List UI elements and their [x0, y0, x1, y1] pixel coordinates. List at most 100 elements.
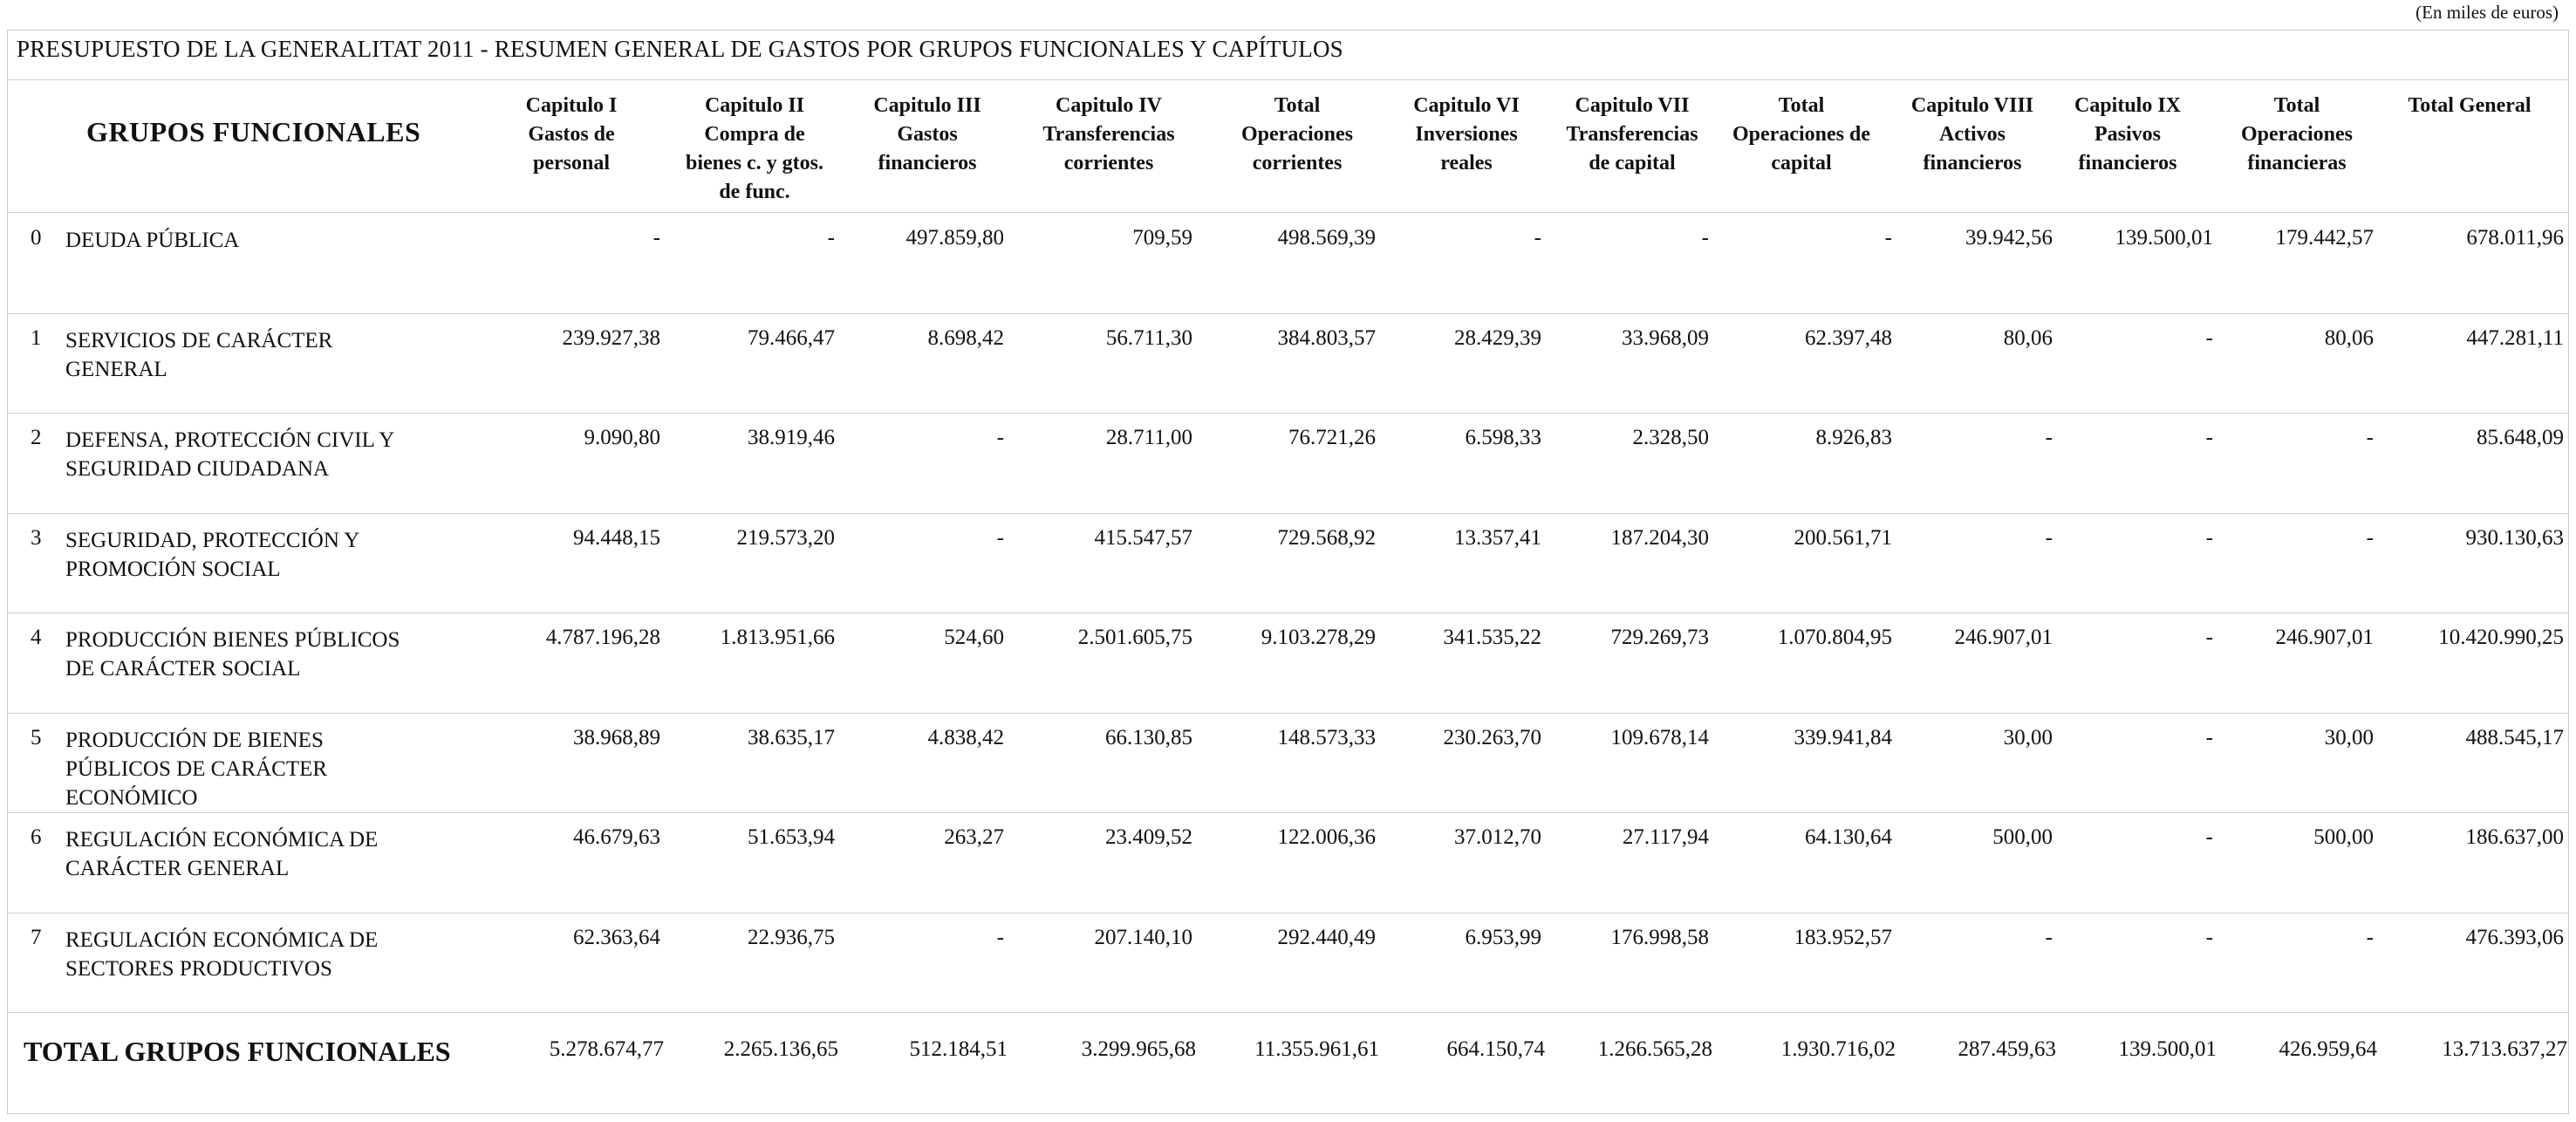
total-label: TOTAL GRUPOS FUNCIONALES [24, 1036, 451, 1067]
divider [8, 413, 2568, 414]
divider [8, 1012, 2568, 1013]
table-cell: - [996, 525, 1004, 550]
table-cell: 500,00 [2313, 825, 2374, 849]
row-group-name-line: SERVICIOS DE CARÁCTER [65, 328, 333, 352]
table-cell: 8.698,42 [927, 325, 1005, 350]
column-header-line: Capitulo VIII [1910, 94, 2034, 117]
table-row: 5 PRODUCCIÓN DE BIENES PÚBLICOS DE CARÁCTE… [8, 714, 2568, 813]
table-cell: 39.942,56 [1965, 226, 2053, 250]
column-header: Capitulo III Gastos financieros [831, 92, 1023, 178]
table-cell: 1.813.951,66 [720, 626, 835, 649]
budget-table: PRESUPUESTO DE LA GENERALITAT 2011 - RES… [7, 30, 2569, 1114]
table-cell: - [1884, 226, 1892, 250]
divider [8, 812, 2568, 813]
table-cell: 1.070.804,95 [1777, 626, 1892, 649]
column-header-line: financieras [2247, 152, 2347, 174]
column-header-line: corrientes [1063, 152, 1154, 174]
table-cell: 64.130,64 [1805, 825, 1892, 849]
column-header-line: financieros [2078, 152, 2177, 174]
table-cell: 2.328,50 [1632, 426, 1710, 449]
table-cell: - [2045, 525, 2053, 550]
total-cell: 664.150,74 [1446, 1037, 1546, 1061]
row-group-name: PRODUCCIÓN DE BIENES PÚBLICOS DE CARÁCTER… [65, 726, 475, 812]
row-group-name: SERVICIOS DE CARÁCTER GENERAL [65, 326, 475, 384]
table-cell: 2.501.605,75 [1077, 626, 1192, 649]
divider [8, 612, 2568, 613]
table-cell: 179.442,57 [2275, 226, 2374, 250]
total-cell: 11.355.961,61 [1254, 1037, 1379, 1061]
table-cell: 497.859,80 [905, 226, 1005, 250]
table-cell: 37.012,70 [1454, 825, 1541, 849]
column-header-line: reales [1440, 152, 1493, 174]
row-group-name-line: PRODUCCIÓN DE BIENES [65, 728, 324, 752]
table-cell: 79.466,47 [748, 325, 835, 350]
column-header: Total Operaciones de capital [1705, 92, 1897, 178]
row-index: 1 [31, 325, 42, 350]
table-cell: 709,59 [1132, 226, 1192, 250]
total-cell: 2.265.136,65 [723, 1037, 838, 1061]
column-header: Capitulo VI Inversiones reales [1370, 92, 1562, 178]
units-note: (En miles de euros) [2415, 2, 2559, 23]
table-cell: 678.011,96 [2466, 226, 2564, 250]
table-cell: 46.679,63 [573, 825, 660, 849]
table-cell: 30,00 [2324, 725, 2374, 749]
divider [8, 512, 2568, 514]
table-cell: 339.941,84 [1794, 725, 1893, 749]
table-row: 1 SERVICIOS DE CARÁCTER GENERAL 239.927,38 7… [8, 314, 2568, 414]
table-cell: 447.281,11 [2466, 325, 2564, 350]
table-cell: - [827, 226, 835, 250]
table-cell: 80,06 [2324, 325, 2374, 350]
table-cell: 30,00 [2003, 725, 2053, 749]
total-cell: 13.713.637,27 [2442, 1037, 2567, 1061]
column-header-line: Capitulo II [704, 94, 805, 117]
divider [8, 79, 2568, 80]
column-header-line: Capitulo IX [2074, 94, 2182, 117]
row-group-name-line: REGULACIÓN ECONÓMICA DE [65, 828, 379, 852]
column-header: Total Operaciones financieras [2201, 92, 2393, 178]
table-cell: 176.998,58 [1610, 925, 1710, 949]
table-cell: 6.953,99 [1465, 925, 1542, 949]
table-cell: 13.357,41 [1454, 525, 1541, 550]
table-cell: - [2205, 525, 2213, 550]
table-cell: - [1534, 226, 1541, 250]
table-cell: - [2205, 925, 2213, 949]
column-header-line: Operaciones [2241, 123, 2353, 146]
table-cell: - [1701, 226, 1709, 250]
table-cell: 9.090,80 [584, 426, 661, 449]
table-cell: - [2366, 525, 2374, 550]
row-group-name: DEFENSA, PROTECCIÓN CIVIL Y SEGURIDAD CIU… [65, 426, 475, 483]
column-header-line: de func. [719, 181, 790, 203]
column-header-line: financieros [1923, 152, 2022, 174]
row-group-name-line: PÚBLICOS DE CARÁCTER [65, 756, 328, 781]
table-cell: - [996, 925, 1004, 949]
column-header-line: Gastos [897, 123, 958, 146]
divider [8, 712, 2568, 714]
row-group-name-line: ECONÓMICO [65, 785, 198, 810]
table-cell: - [2205, 725, 2213, 749]
table-cell: 8.926,83 [1815, 426, 1893, 449]
total-cell: 287.459,63 [1958, 1037, 2057, 1061]
row-group-name-line: PRODUCCIÓN BIENES PÚBLICOS [65, 628, 400, 652]
table-cell: 183.952,57 [1794, 925, 1893, 949]
table-cell: 33.968,09 [1622, 325, 1709, 350]
table-cell: 341.535,22 [1443, 626, 1542, 649]
column-header-line: Pasivos [2094, 123, 2161, 146]
total-cell: 5.278.674,77 [549, 1037, 664, 1061]
table-row: 6 REGULACIÓN ECONÓMICA DE CARÁCTER GENERAL… [8, 813, 2568, 913]
column-header-line: Transferencias [1566, 123, 1698, 146]
column-header-line: de capital [1589, 152, 1676, 174]
column-header-line: Total [1274, 94, 1321, 117]
column-header-line: Capitulo VI [1413, 94, 1520, 117]
column-header-line: Operaciones de [1732, 123, 1870, 146]
row-group-name-line: PROMOCIÓN SOCIAL [65, 557, 281, 581]
table-cell: 186.637,00 [2465, 825, 2565, 849]
row-group-name-line: DE CARÁCTER SOCIAL [65, 657, 301, 681]
table-cell: 476.393,06 [2465, 925, 2565, 949]
table-cell: 729.568,92 [1277, 525, 1377, 550]
row-group-name: DEUDA PÚBLICA [65, 226, 475, 255]
total-row: TOTAL GRUPOS FUNCIONALES 5.278.674,77 2.2… [8, 1022, 2568, 1074]
column-header-line: personal [532, 152, 610, 174]
table-cell: - [2205, 626, 2213, 649]
column-header-line: Capitulo III [873, 94, 981, 117]
table-cell: 122.006,36 [1277, 825, 1377, 849]
